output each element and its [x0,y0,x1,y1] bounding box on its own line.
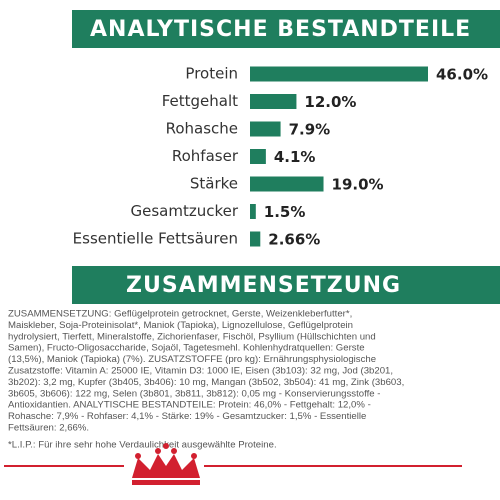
text-line: Antioxidantien. ANALYTISCHE BESTANDTEILE… [8,400,371,411]
text-line: Zusatzstoffe: Vitamin A: 25000 IE, Vitam… [8,366,393,377]
bar [250,66,428,82]
value-label: 12.0% [304,93,356,111]
composition-text: ZUSAMMENSETZUNG: Geflügelprotein getrock… [8,309,404,434]
value-label: 2.66% [268,231,320,249]
value-label: 4.1% [274,148,316,166]
bar [250,231,261,247]
value-label: 7.9% [289,121,331,139]
bar [250,149,266,164]
category-label: Essentielle Fettsäuren [73,230,238,248]
chart-title: ANALYTISCHE BESTANDTEILE [90,17,471,42]
section-band [72,266,500,304]
text-line: 3b605, 3b606): 122 mg, Selen (3b801, 3b8… [8,388,380,399]
text-line: Rohasche: 7,9% - Rohfaser: 4,1% - Stärke… [8,411,366,422]
title-band [72,10,500,48]
category-label: Protein [185,65,238,83]
text-line: ZUSAMMENSETZUNG: Geflügelprotein getrock… [8,309,352,320]
text-line: Fettsäuren: 2,66%. [8,423,89,434]
footnote: *L.I.P.: Für ihre sehr hohe Verdaulichke… [8,440,277,451]
category-label: Gesamtzucker [130,202,238,220]
category-label: Stärke [190,175,238,193]
logo [132,443,200,485]
category-label: Rohasche [166,120,238,138]
value-label: 46.0% [436,66,488,84]
bar [250,94,297,109]
bar [250,121,281,137]
text-line: Maiskleber, Soja-Proteinisolat*, Maniok … [8,320,353,331]
text-line: 3b202): 3,2 mg, Kupfer (3b405, 3b406): 1… [8,377,404,388]
text-line: (13,5%), Maniok (Tapioka) (7%). ZUSATZST… [8,354,376,365]
category-label: Fettgehalt [162,92,238,110]
value-label: 1.5% [264,203,306,221]
bar [250,204,256,219]
category-label: Rohfaser [172,147,239,165]
section-title: ZUSAMMENSETZUNG [126,273,401,298]
text-line: hydrolysiert, Tierfett, Mineralstoffe, Z… [8,331,376,342]
value-label: 19.0% [332,176,384,194]
bar [250,176,324,192]
text-line: Samen), Fructo-Oligosaccharide, Sojaöl, … [8,343,365,354]
